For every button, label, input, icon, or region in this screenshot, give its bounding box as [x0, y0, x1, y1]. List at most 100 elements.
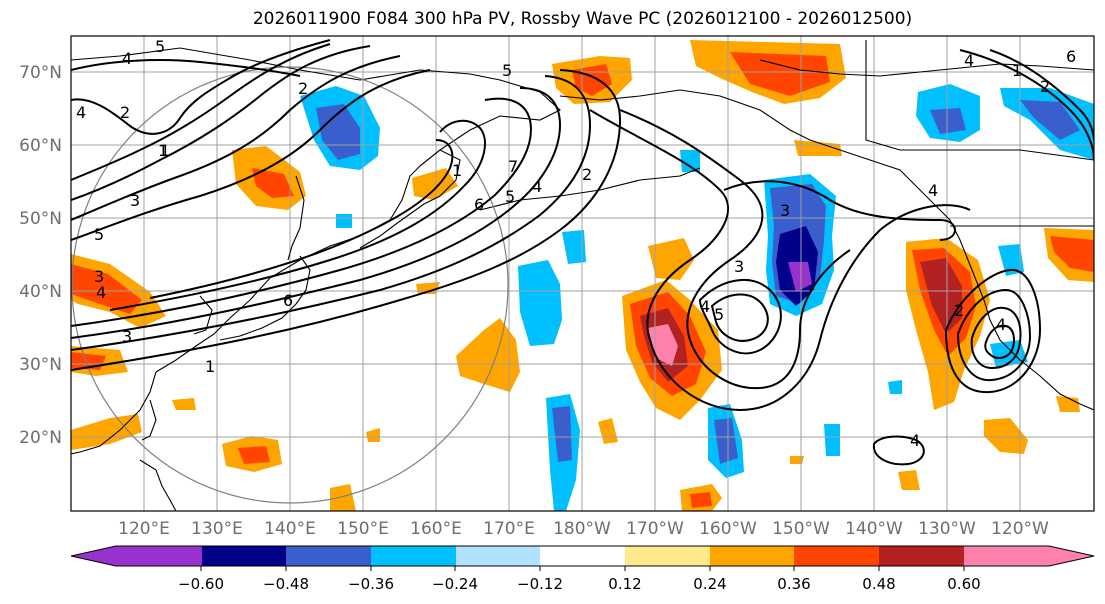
anomaly-area-positive [1056, 396, 1080, 412]
latitude-label: 60°N [19, 136, 62, 156]
contour-label: 1 [1012, 61, 1022, 80]
longitude-label: 130°W [918, 519, 976, 539]
pv-contour [71, 87, 562, 339]
colorbar-tick-label: −0.24 [432, 575, 478, 593]
anomaly-area-positive [730, 52, 830, 96]
anomaly-area-positive [648, 238, 694, 280]
pv-contour [970, 306, 1022, 370]
anomaly-area-negative [336, 214, 352, 228]
anomaly-area-negative [824, 424, 840, 456]
longitude-label: 150°E [337, 519, 389, 539]
pv-contour [589, 109, 971, 412]
colorbar-extend-high [1049, 546, 1094, 566]
border-canada [865, 40, 1094, 161]
contour-label: 4 [910, 431, 920, 450]
contour-label: 6 [283, 291, 293, 310]
colorbar-outline [70, 545, 1095, 567]
pv-contour [723, 180, 956, 241]
contour-label: 5 [94, 225, 104, 244]
anomaly-area-negative [680, 150, 700, 172]
contour-label: 3 [734, 257, 744, 276]
pv-contour [984, 324, 1015, 359]
contour-label: 4 [700, 297, 710, 316]
anomaly-area-positive [920, 258, 962, 334]
latitude-label: 30°N [19, 355, 62, 375]
colorbar-swatch [710, 546, 795, 566]
contour-label: 3 [122, 327, 132, 346]
map-frame [70, 35, 1095, 512]
colorbar-tick-label: 0.48 [862, 575, 895, 593]
coastline-kamchatka [419, 149, 461, 205]
contour-label: 1 [158, 141, 168, 160]
contour-label: 6 [474, 195, 484, 214]
colorbar-swatch [625, 546, 711, 566]
anomaly-area-positive [252, 168, 294, 198]
contour-label: 4 [76, 103, 86, 122]
anomaly-area-negative [1020, 100, 1080, 140]
contour-label: 4 [96, 283, 106, 302]
contour-label: 2 [582, 165, 592, 184]
contour-label: 1 [160, 141, 170, 160]
longitude-label: 160°W [699, 519, 757, 539]
anomaly-area-positive [790, 456, 804, 464]
contour-label: 5 [502, 61, 512, 80]
anomaly-area-negative [714, 418, 738, 464]
coastline-philippines [139, 459, 177, 511]
anomaly-area-positive [71, 264, 142, 314]
map-title: 2026011900 F084 300 hPa PV, Rossby Wave … [252, 9, 913, 29]
pv-contour [71, 43, 331, 181]
contour-label: 7 [508, 157, 518, 176]
latitude-label: 70°N [19, 63, 62, 83]
contour-label: 4 [996, 315, 1006, 334]
colorbar-extend-low [71, 546, 117, 566]
coastline-alaska [559, 89, 1094, 411]
anomaly-area-positive [690, 492, 712, 508]
anomaly-area-negative [888, 380, 902, 394]
anomaly-area-negative [562, 230, 586, 264]
coastline-arctic [759, 59, 1094, 77]
contour-labels: 4 5 2 1 2 1 4 5 6 7 5 4 2 3 3 4 5 3 4 1 … [76, 37, 1076, 450]
coastline-kuril [359, 203, 425, 249]
contour-label: 4 [964, 51, 974, 70]
colorbar-swatch [116, 546, 203, 566]
colorbar-swatch [964, 546, 1050, 566]
coastline-taiwan [141, 399, 157, 441]
contour-label: 4 [122, 49, 132, 68]
longitude-label: 130°E [191, 519, 243, 539]
contour-label: 5 [505, 187, 515, 206]
pv-contour [71, 75, 592, 351]
latitude-label: 20°N [19, 428, 62, 448]
longitude-label: 140°E [264, 519, 316, 539]
anomaly-area-positive [456, 318, 520, 392]
contour-label: 3 [94, 267, 104, 286]
great-circle-ring [71, 66, 509, 504]
contour-label: 4 [532, 177, 542, 196]
colorbar-swatch [456, 546, 541, 566]
contour-label: 3 [130, 191, 140, 210]
latitude-label: 40°N [19, 282, 62, 302]
colorbar: −0.60 −0.48 −0.36 −0.24 −0.12 0.12 0.24 … [70, 545, 1095, 593]
anomaly-area-negative [998, 244, 1024, 276]
colorbar-tick-label: −0.60 [178, 575, 224, 593]
anomaly-area-positive [1050, 236, 1094, 272]
longitude-label: 120°E [118, 519, 170, 539]
colorbar-swatch [540, 546, 626, 566]
coastline-sakhalin [287, 175, 305, 261]
contour-label: 2 [1040, 77, 1050, 96]
colorbar-swatch [794, 546, 880, 566]
pv-contour [959, 49, 1094, 161]
colorbar-tick-label: 0.60 [947, 575, 980, 593]
anomaly-area-negative [788, 262, 812, 292]
contour-label: 6 [1066, 47, 1076, 66]
anomaly-area-negative [316, 104, 360, 160]
colorbar-tick-label: −0.12 [517, 575, 563, 593]
colorbar-tick-label: 0.36 [777, 575, 810, 593]
pv-contour [149, 139, 454, 299]
anomaly-area-positive [898, 470, 920, 490]
longitude-label: 140°W [845, 519, 903, 539]
pv-contour [989, 49, 1094, 141]
pv-contour [944, 268, 1042, 394]
colorbar-tick-label: −0.48 [263, 575, 309, 593]
contour-label: 2 [954, 301, 964, 320]
longitude-axis: 120°E 130°E 140°E 150°E 160°E 170°E 180°… [118, 519, 1049, 539]
